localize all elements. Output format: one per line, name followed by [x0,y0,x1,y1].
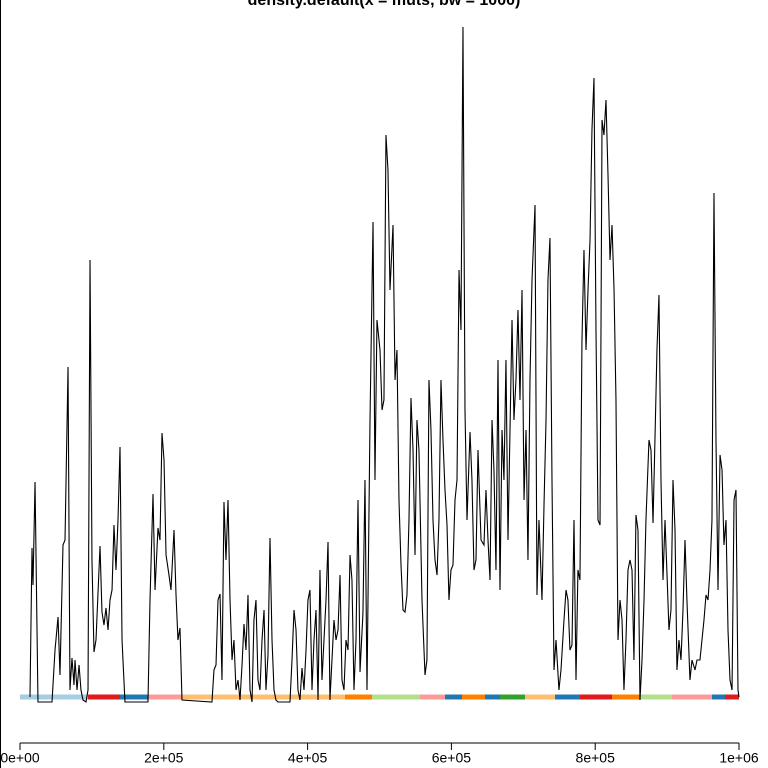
x-tick-label: 4e+05 [288,750,328,766]
x-tick-label: 2e+05 [144,750,184,766]
x-tick-label: 1e+06 [719,750,759,766]
chart-title: density.default(x = muts, bw = 1000) [248,0,521,9]
x-tick-label: 0e+00 [0,750,40,766]
x-tick-label: 8e+05 [576,750,616,766]
x-tick-label: 6e+05 [432,750,472,766]
density-line [29,26,740,703]
